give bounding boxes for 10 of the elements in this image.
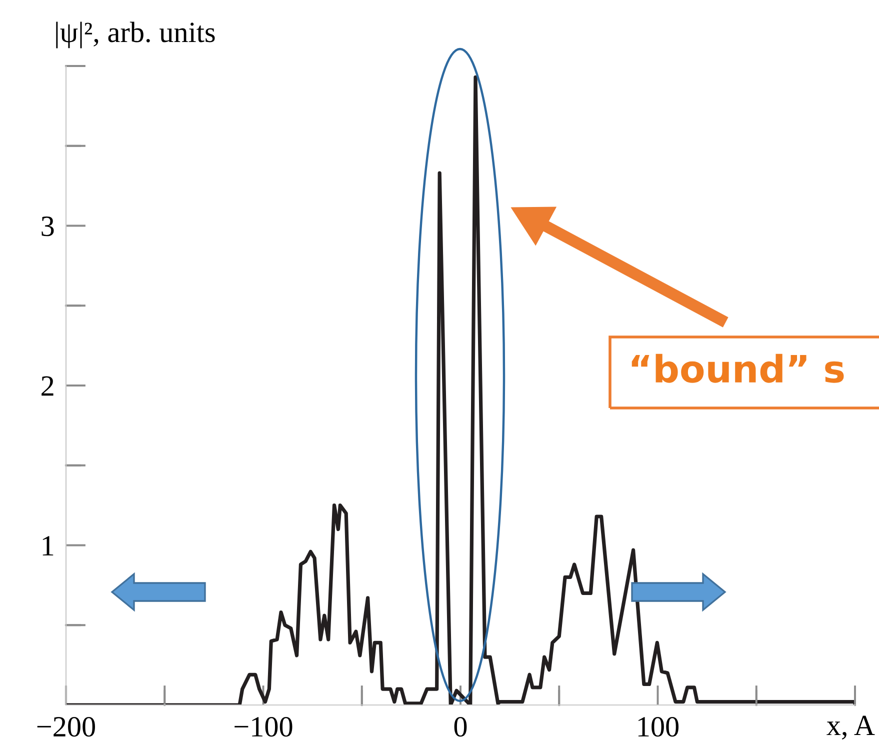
- x-tick-label: 0: [454, 716, 467, 737]
- y-tick-label: 1: [42, 536, 54, 556]
- x-tick-label: −100: [234, 716, 292, 737]
- x-tick-label: 100: [638, 716, 679, 737]
- x-tick-label: −200: [37, 716, 95, 737]
- y-tick-label: 2: [42, 376, 54, 396]
- y-tick-label: 3: [42, 216, 54, 236]
- y-axis-title: |ψ|², arb. units: [56, 22, 215, 48]
- annotation: “bound” s: [632, 354, 844, 383]
- x-axis-title: x, A: [826, 716, 875, 740]
